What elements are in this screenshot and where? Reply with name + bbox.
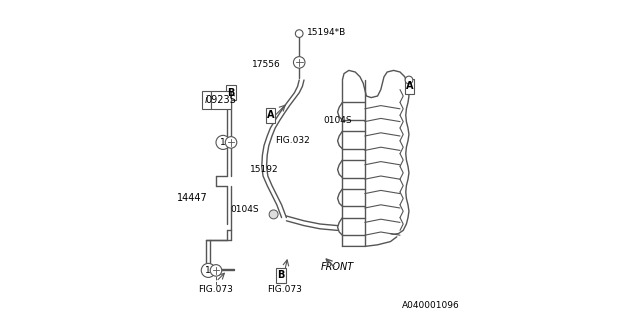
Text: 15192: 15192 (250, 165, 278, 174)
Bar (405, 79, 415, 94)
Text: 0104S: 0104S (323, 116, 352, 124)
Text: FIG.073: FIG.073 (268, 285, 302, 294)
Text: 1: 1 (205, 266, 211, 275)
Text: B: B (277, 270, 285, 280)
Text: 1: 1 (220, 138, 226, 147)
Text: i: i (205, 95, 207, 105)
Bar (266, 108, 275, 123)
Text: A: A (267, 110, 274, 120)
Text: FIG.073: FIG.073 (198, 285, 234, 294)
Text: A: A (406, 81, 413, 92)
Circle shape (296, 30, 303, 37)
Text: 17556: 17556 (252, 60, 281, 68)
Text: 0104S: 0104S (230, 205, 259, 214)
Bar (211, 91, 232, 109)
Circle shape (216, 135, 230, 149)
Bar (276, 268, 285, 283)
Text: 0923S: 0923S (205, 95, 237, 105)
Circle shape (269, 210, 278, 219)
Text: B: B (227, 88, 235, 98)
Bar (227, 85, 236, 100)
Bar (202, 91, 211, 109)
Text: FIG.032: FIG.032 (275, 136, 310, 145)
Circle shape (225, 137, 237, 148)
Circle shape (293, 57, 305, 68)
Circle shape (405, 76, 413, 84)
Circle shape (210, 265, 222, 276)
Circle shape (201, 263, 215, 277)
Text: 15194*B: 15194*B (307, 28, 346, 36)
Text: 14447: 14447 (177, 193, 207, 204)
Text: A040001096: A040001096 (401, 301, 460, 310)
Text: FRONT: FRONT (321, 262, 354, 272)
